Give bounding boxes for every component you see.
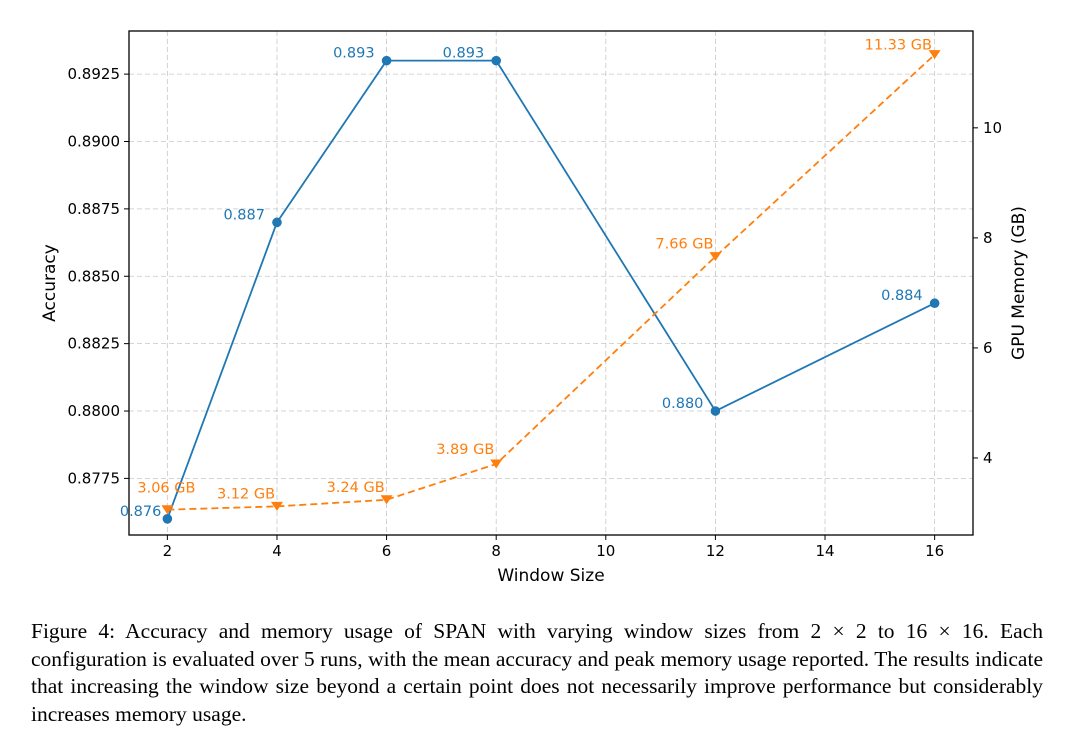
x-tick-label: 8 xyxy=(491,542,501,560)
plot-frame xyxy=(128,30,974,536)
accuracy-data-label: 0.893 xyxy=(443,46,485,62)
y-right-tick-label: 4 xyxy=(983,449,993,467)
y-left-tick-label: 0.8875 xyxy=(68,200,121,218)
data-labels: 0.876 0.887 0.893 0.893 0.880 0.884 3.06 GB 3.1… xyxy=(120,38,932,520)
memory-data-label: 3.06 GB xyxy=(137,481,195,497)
accuracy-series-line xyxy=(166,59,936,520)
accuracy-data-label: 0.880 xyxy=(662,396,704,412)
accuracy-data-label: 0.887 xyxy=(223,207,265,223)
accuracy-point xyxy=(381,55,392,66)
memory-point xyxy=(709,252,722,262)
x-tick-label: 6 xyxy=(382,542,392,560)
memory-point xyxy=(270,501,283,511)
y-left-tick-label: 0.8775 xyxy=(68,469,121,487)
memory-data-label: 3.12 GB xyxy=(217,486,275,502)
x-axis-title: Window Size xyxy=(497,566,604,586)
series-layer xyxy=(161,50,941,524)
accuracy-data-label: 0.893 xyxy=(333,46,375,62)
figure-caption-text: Figure 4: Accuracy and memory usage of S… xyxy=(31,619,1043,726)
y-left-axis-title: Accuracy xyxy=(40,244,60,322)
memory-point xyxy=(928,50,941,60)
memory-data-label: 11.33 GB xyxy=(865,38,932,54)
accuracy-data-label: 0.876 xyxy=(120,504,162,520)
y-right-tick-label: 10 xyxy=(983,119,1002,137)
memory-point xyxy=(380,495,393,505)
x-tick-label: 14 xyxy=(815,542,834,560)
accuracy-point xyxy=(272,217,282,228)
memory-data-label: 7.66 GB xyxy=(655,237,713,253)
y-left-tick-label: 0.8900 xyxy=(68,133,121,151)
memory-series-line xyxy=(167,53,936,511)
accuracy-data-label: 0.884 xyxy=(881,288,923,304)
y-right-axis-title: GPU Memory (GB) xyxy=(1009,206,1029,360)
accuracy-point xyxy=(929,298,940,309)
y-left-tick-label: 0.8925 xyxy=(68,65,121,83)
y-left-tick-label: 0.8800 xyxy=(68,402,121,420)
memory-point xyxy=(490,459,503,469)
accuracy-point xyxy=(162,514,173,524)
y-left-tick-label: 0.8825 xyxy=(68,335,121,353)
accuracy-point xyxy=(491,55,501,66)
y-right-tick-label: 6 xyxy=(983,339,993,357)
x-tick-label: 16 xyxy=(925,542,944,560)
x-tick-label: 12 xyxy=(706,542,725,560)
y-right-tick-label: 8 xyxy=(983,229,993,247)
x-tick-label: 4 xyxy=(272,542,282,560)
axes: 2 4 6 8 10 12 14 16 0.8775 0.8800 0.8825 0.8850 0.88… xyxy=(68,65,1003,560)
dual-axis-line-chart: 0.876 0.887 0.893 0.893 0.880 0.884 3.06 GB 3.1… xyxy=(40,30,1029,586)
y-left-tick-label: 0.8850 xyxy=(68,267,121,285)
grid-lines xyxy=(129,31,973,535)
memory-data-label: 3.24 GB xyxy=(327,480,385,496)
memory-data-label: 3.89 GB xyxy=(436,442,494,458)
x-tick-label: 10 xyxy=(596,542,615,560)
accuracy-point xyxy=(710,406,721,416)
x-tick-label: 2 xyxy=(163,542,173,560)
memory-point xyxy=(161,505,174,515)
figure-caption: Figure 4: Accuracy and memory usage of S… xyxy=(31,618,1043,728)
